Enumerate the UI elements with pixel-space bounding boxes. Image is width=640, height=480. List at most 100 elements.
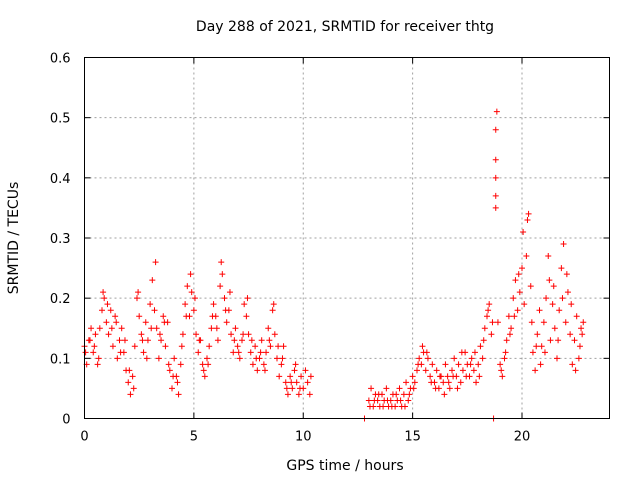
data-point — [523, 253, 530, 260]
data-point — [538, 343, 545, 350]
data-point — [153, 325, 160, 332]
data-point — [236, 355, 243, 362]
data-point — [134, 295, 140, 302]
data-point — [555, 337, 562, 344]
data-point — [444, 373, 451, 380]
data-point — [82, 349, 89, 356]
data-point — [366, 403, 373, 410]
data-point — [193, 331, 200, 338]
data-point — [190, 307, 197, 314]
data-point — [502, 349, 509, 356]
x-tick-label: 20 — [514, 430, 531, 445]
data-point — [564, 289, 571, 296]
data-point — [139, 337, 146, 344]
data-point — [409, 373, 416, 380]
data-point — [101, 295, 108, 302]
data-point — [206, 343, 213, 350]
data-point — [118, 325, 125, 332]
data-point — [556, 307, 563, 314]
data-point — [541, 349, 548, 356]
data-point — [125, 379, 132, 386]
data-point — [497, 361, 504, 368]
data-point — [270, 301, 277, 308]
data-point — [436, 373, 443, 380]
y-tick-label: 0.6 — [50, 52, 71, 67]
data-point — [302, 367, 309, 374]
data-point — [253, 355, 260, 362]
data-point — [480, 337, 487, 344]
data-point — [199, 361, 206, 368]
data-point — [271, 331, 278, 338]
data-point — [105, 331, 112, 338]
data-point — [485, 307, 492, 314]
data-point — [142, 319, 149, 326]
data-point — [218, 259, 225, 266]
data-point — [516, 289, 523, 296]
y-axis-label: SRMTID / TECUs — [6, 182, 22, 295]
data-point — [416, 355, 423, 362]
data-point — [258, 337, 265, 344]
data-point — [283, 385, 290, 392]
data-point — [292, 361, 299, 368]
data-point — [445, 379, 452, 386]
data-point — [274, 355, 280, 362]
x-tick-label: 5 — [190, 430, 198, 445]
data-point — [524, 216, 531, 223]
data-point — [158, 337, 165, 344]
data-point — [512, 277, 519, 284]
data-point — [427, 373, 434, 380]
data-point — [571, 337, 578, 344]
data-point — [492, 192, 499, 199]
data-point — [219, 271, 226, 278]
data-point — [91, 343, 98, 350]
data-point — [550, 283, 557, 290]
data-point — [411, 379, 418, 386]
data-point — [419, 343, 426, 350]
data-point — [554, 355, 560, 362]
data-point — [126, 367, 133, 374]
data-point — [117, 349, 124, 356]
data-point — [156, 331, 163, 338]
data-point — [481, 325, 488, 332]
data-point — [165, 361, 172, 368]
data-point — [560, 241, 567, 248]
data-point — [244, 295, 251, 302]
data-point — [492, 174, 499, 181]
data-point — [234, 343, 241, 350]
chart-title: Day 288 of 2021, SRMTID for receiver tht… — [196, 19, 494, 35]
data-point — [209, 313, 216, 320]
data-point — [245, 331, 252, 338]
data-point — [116, 337, 123, 344]
data-point — [99, 307, 105, 314]
data-point — [479, 355, 486, 362]
data-point — [143, 355, 150, 362]
data-point — [442, 361, 449, 368]
data-point — [459, 367, 466, 374]
data-point — [175, 391, 182, 398]
data-point — [210, 301, 217, 308]
data-point — [254, 367, 261, 374]
data-point — [414, 367, 420, 374]
data-point — [131, 343, 138, 350]
data-point — [177, 361, 184, 368]
data-point — [567, 331, 574, 338]
data-point — [96, 325, 103, 332]
data-point — [400, 391, 407, 398]
data-point — [280, 343, 287, 350]
data-point — [205, 361, 212, 368]
data-point — [468, 355, 475, 362]
data-point — [578, 325, 585, 332]
data-point — [505, 313, 512, 320]
data-point — [572, 367, 579, 374]
data-point — [221, 295, 228, 302]
data-point — [499, 373, 506, 380]
data-point — [536, 307, 543, 314]
data-point — [498, 367, 505, 374]
data-point — [528, 319, 535, 326]
data-point — [230, 349, 237, 356]
data-point — [558, 265, 565, 272]
data-point — [138, 331, 145, 338]
data-point — [160, 313, 167, 320]
data-point — [267, 343, 274, 350]
